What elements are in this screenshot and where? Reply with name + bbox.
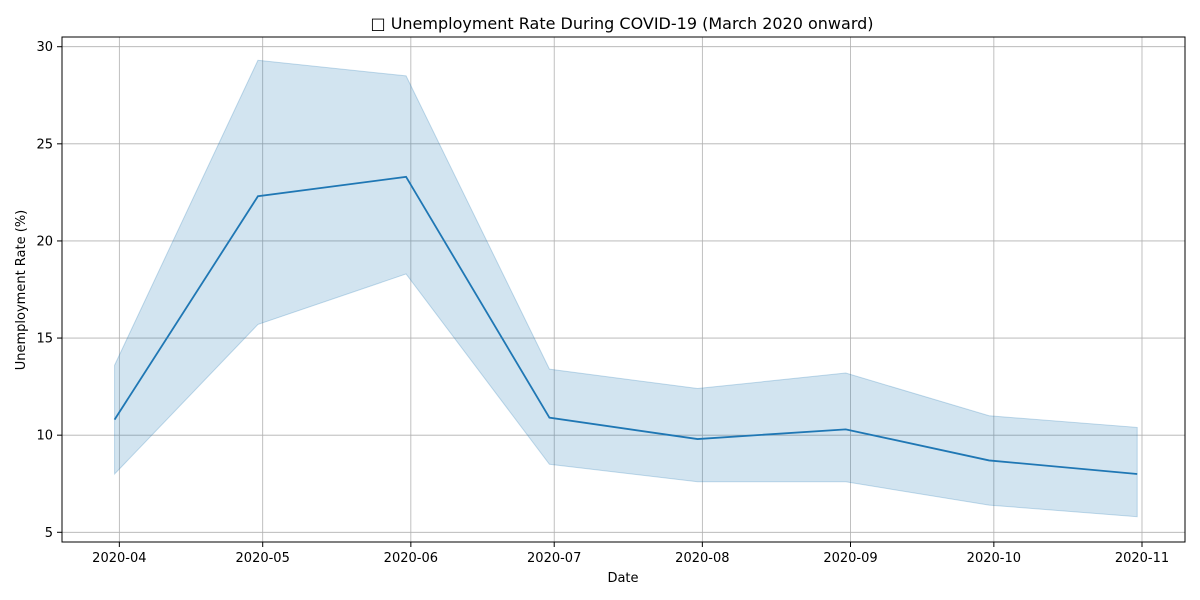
series-line [113,175,1138,475]
y-axis-label: Unemployment Rate (%) [14,210,29,371]
y-axis-ticks: 5 10 15 20 25 30 [36,40,62,541]
plot-frame [61,36,1186,543]
y-tick-label: 30 [36,40,53,55]
confidence-band-area [114,59,1138,518]
axes [61,36,1186,543]
y-tick-label: 25 [36,137,53,152]
y-tick-label: 20 [36,234,53,249]
x-tick-label: 2020-06 [384,551,438,566]
x-tick-label: 2020-07 [527,551,581,566]
series-line-path [113,175,1138,475]
x-tick-label: 2020-10 [967,551,1021,566]
y-tick-label: 15 [36,332,53,347]
x-axis-ticks: 2020-04 2020-05 2020-06 2020-07 2020-08 2020-… [92,542,1169,566]
chart-title: □ Unemployment Rate During COVID-19 (Mar… [370,14,873,33]
x-tick-label: 2020-05 [236,551,290,566]
y-tick-label: 10 [36,429,53,444]
x-tick-label: 2020-09 [823,551,877,566]
x-tick-label: 2020-04 [92,551,146,566]
x-axis-label: Date [607,571,638,586]
x-tick-label: 2020-11 [1115,551,1169,566]
x-tick-label: 2020-08 [675,551,729,566]
confidence-band [114,59,1138,518]
grid [62,37,1185,542]
y-tick-label: 5 [45,526,53,541]
